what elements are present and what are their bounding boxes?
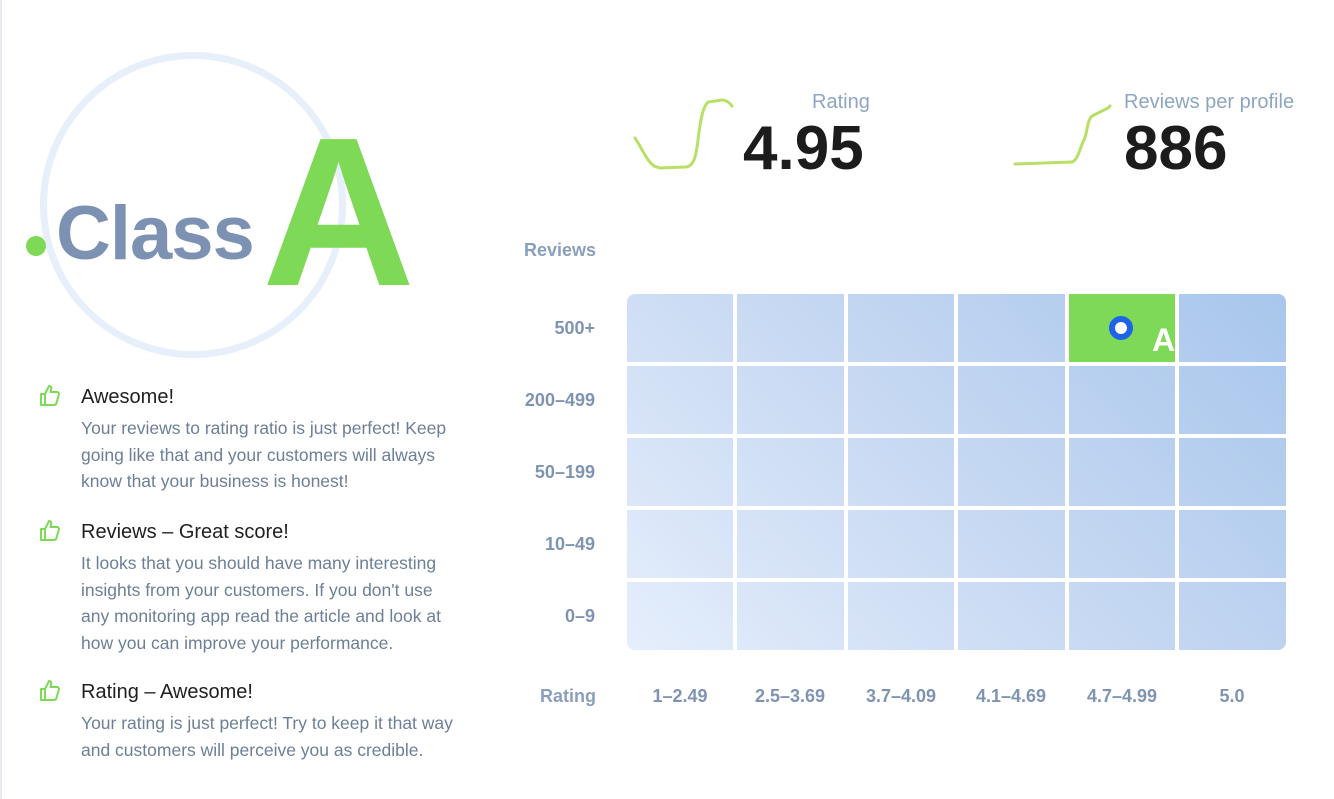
class-word: Class: [56, 191, 255, 276]
rating-axis-title: Rating: [540, 686, 596, 706]
grid-divider: [1065, 294, 1069, 650]
active-cell-label: A: [1152, 322, 1176, 358]
col-label: 4.7–4.99: [1086, 686, 1158, 706]
col-label: 1–2.49: [652, 686, 708, 706]
grid-divider: [627, 578, 1286, 582]
feedback-body: Your rating is just perfect! Try to keep…: [81, 713, 453, 760]
page-left-border: [0, 0, 2, 799]
col-label: 5.0: [1219, 686, 1245, 706]
col-label: 4.1–4.69: [975, 686, 1047, 706]
feedback-body: Your reviews to rating ratio is just per…: [81, 418, 447, 491]
grid-divider: [627, 362, 1286, 366]
rating-trend-sparkline: [633, 98, 734, 170]
grid-divider: [627, 506, 1286, 510]
rating-label: Rating: [812, 91, 870, 113]
grid-divider: [1175, 294, 1179, 650]
thumbs-up-icon: [40, 680, 60, 701]
grid-divider: [954, 294, 958, 650]
thumbs-up-icon: [40, 520, 60, 541]
col-label: 2.5–3.69: [754, 686, 826, 706]
feedback-title: Reviews – Great score!: [81, 521, 289, 543]
reviews-per-profile-value: 886: [1124, 114, 1228, 183]
reviews-trend-sparkline: [1013, 104, 1112, 166]
feedback-title: Awesome!: [81, 386, 175, 408]
reviews-axis-title: Reviews: [524, 240, 597, 260]
rating-value: 4.95: [743, 114, 864, 183]
row-label: 0–9: [564, 606, 595, 626]
grid-divider: [733, 294, 737, 650]
row-label: 500+: [554, 318, 595, 338]
row-label: 10–49: [544, 534, 595, 554]
reviews-per-profile-label: Reviews per profile: [1124, 91, 1295, 113]
current-position-marker: [1109, 316, 1133, 340]
col-label: 3.7–4.09: [865, 686, 937, 706]
feedback-title: Rating – Awesome!: [81, 681, 253, 703]
feedback-body: It looks that you should have many inter…: [81, 553, 441, 653]
class-matrix-grid: A: [627, 294, 1286, 650]
class-badge-ring: [40, 52, 346, 358]
grid-divider: [844, 294, 848, 650]
row-label: 200–499: [524, 390, 595, 410]
thumbs-up-icon: [40, 385, 60, 406]
grid-divider: [627, 434, 1286, 438]
class-badge-dot: [26, 236, 46, 256]
class-letter: A: [262, 93, 416, 330]
row-label: 50–199: [534, 462, 595, 482]
